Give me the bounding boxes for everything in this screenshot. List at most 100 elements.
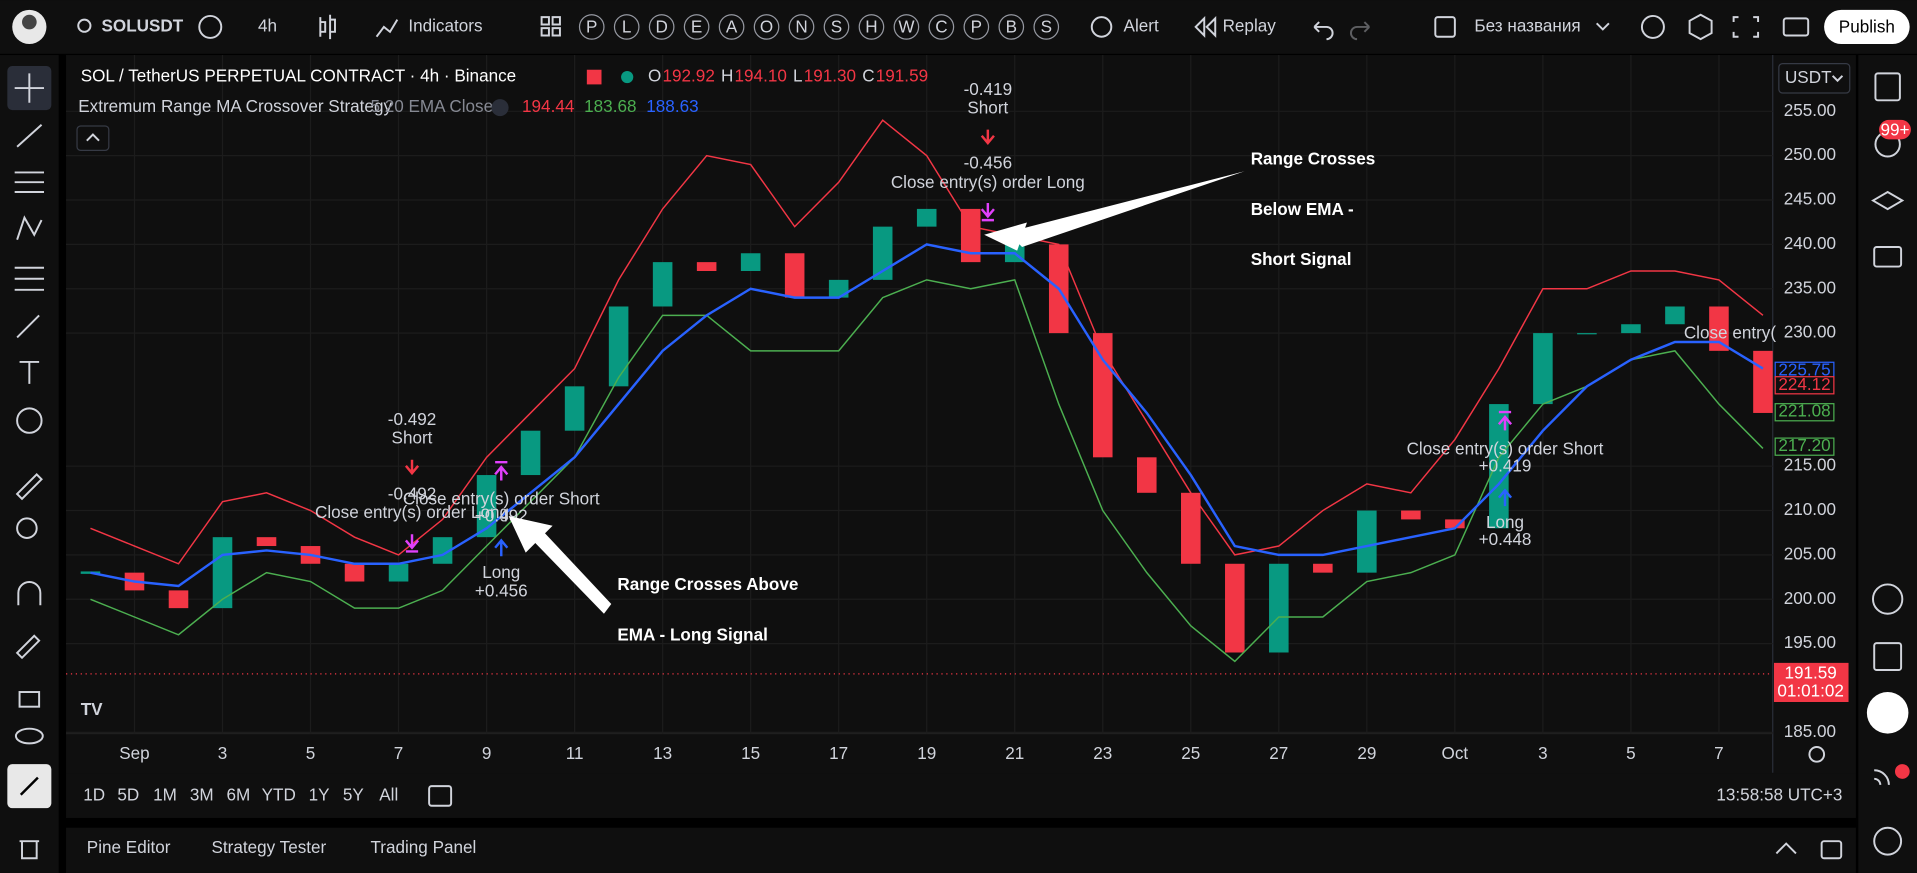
favorite-letter[interactable]: D <box>655 18 667 37</box>
indicator-name: Extremum Range MA Crossover Strategy <box>78 97 392 116</box>
publish-button[interactable] <box>1824 9 1910 45</box>
chats[interactable] <box>1873 246 1903 268</box>
icon-tool[interactable] <box>16 407 43 434</box>
panel-tab[interactable]: Pine Editor <box>87 838 171 857</box>
range-button[interactable]: 5Y <box>343 785 365 804</box>
favorite-letter[interactable]: B <box>1006 18 1017 37</box>
range-button[interactable]: YTD <box>262 785 296 804</box>
y-tick-label: 235.00 <box>1784 278 1836 297</box>
favorite-button[interactable] <box>998 14 1025 40</box>
magnet-tool[interactable] <box>17 581 42 606</box>
fib-tool[interactable] <box>14 171 45 193</box>
alert[interactable]: Alert <box>1124 16 1159 35</box>
strategy-label: Close entry( <box>1684 323 1777 342</box>
favorite-button[interactable] <box>578 14 605 40</box>
publish[interactable]: Publish <box>1839 18 1895 37</box>
redo[interactable] <box>1349 21 1370 41</box>
currency[interactable]: USDT <box>1785 68 1832 87</box>
products[interactable] <box>1866 692 1909 734</box>
delete-tool[interactable] <box>19 840 40 860</box>
streams[interactable] <box>1874 769 1890 786</box>
strategy-label: -0.456 <box>964 153 1013 172</box>
symbol-title: SOL / TetherUS PERPETUAL CONTRACT · 4h ·… <box>81 67 517 86</box>
interval[interactable]: 4h <box>258 16 277 35</box>
symbol[interactable]: SOLUSDT <box>101 16 183 35</box>
favorite-button[interactable] <box>718 14 745 40</box>
y-tick-label: 230.00 <box>1784 323 1836 342</box>
lock-tool[interactable] <box>18 691 41 708</box>
favorite-button[interactable] <box>753 14 780 40</box>
favorite-letter[interactable]: O <box>760 18 773 37</box>
favorite-button[interactable] <box>648 14 675 40</box>
range-button[interactable]: All <box>379 785 398 804</box>
indicators[interactable]: Indicators <box>408 16 482 35</box>
favorite-letter[interactable]: A <box>726 18 738 37</box>
scale-settings[interactable] <box>1808 746 1826 763</box>
range-button[interactable]: 1Y <box>309 785 331 804</box>
favorite-letter[interactable]: S <box>831 18 842 37</box>
panel-tab[interactable]: Strategy Tester <box>212 838 327 857</box>
indicator-icon[interactable] <box>491 99 509 117</box>
favorite-letter[interactable]: S <box>1041 18 1052 37</box>
maximize[interactable] <box>1775 842 1797 855</box>
fullscreen[interactable] <box>1732 16 1760 38</box>
text-tool[interactable] <box>19 360 40 384</box>
zoom-tool[interactable] <box>16 517 38 539</box>
favorite-letter[interactable]: C <box>935 18 947 37</box>
favorite-button[interactable] <box>928 14 955 40</box>
favorite-letter[interactable]: N <box>795 18 807 37</box>
layout-name[interactable]: Без названия <box>1474 16 1580 35</box>
calendar[interactable] <box>1873 642 1903 671</box>
favorite-button[interactable] <box>963 14 990 40</box>
range-button[interactable]: 1D <box>83 785 105 804</box>
chart-type-icon[interactable] <box>319 14 336 40</box>
logo[interactable]: TV <box>81 700 103 719</box>
add-symbol[interactable] <box>198 14 223 39</box>
range-button[interactable]: 5D <box>117 785 139 804</box>
flag[interactable] <box>586 69 602 85</box>
range-button[interactable]: 1M <box>153 785 177 804</box>
help[interactable] <box>1873 826 1903 856</box>
ideas[interactable] <box>1872 583 1904 615</box>
favorite-button[interactable] <box>823 14 850 40</box>
currency-select[interactable] <box>1778 63 1851 94</box>
favorite-button[interactable] <box>788 14 815 40</box>
drawing-mode[interactable] <box>15 634 41 660</box>
range-button[interactable]: 3M <box>190 785 214 804</box>
forecast-tool[interactable] <box>14 266 45 291</box>
favorite-letter[interactable]: P <box>971 18 982 37</box>
favorite-letter[interactable]: L <box>622 18 632 37</box>
templates-icon[interactable] <box>540 16 561 37</box>
quick-search[interactable] <box>1640 14 1665 39</box>
candle-body <box>212 537 233 609</box>
undo[interactable] <box>1313 21 1334 41</box>
range-button[interactable]: 6M <box>227 785 251 804</box>
trendline-tool[interactable] <box>16 124 43 148</box>
favorite-button[interactable] <box>1033 14 1060 40</box>
settings[interactable] <box>1688 13 1713 41</box>
favorite-button[interactable] <box>683 14 710 40</box>
favorite-button[interactable] <box>858 14 885 40</box>
strategy-label: Long <box>1486 513 1524 532</box>
pattern-tool[interactable] <box>16 215 43 240</box>
favorite-letter[interactable]: H <box>865 18 877 37</box>
x-tick-label: 17 <box>829 744 848 763</box>
goto-date[interactable] <box>428 785 453 807</box>
replay[interactable]: Replay <box>1223 16 1277 35</box>
watchlist[interactable] <box>1874 72 1901 102</box>
favorite-letter[interactable]: E <box>691 18 702 37</box>
collapse-legend[interactable] <box>76 125 110 152</box>
favorite-button[interactable] <box>893 14 920 40</box>
ruler-tool[interactable] <box>15 473 43 501</box>
favorite-letter[interactable]: W <box>898 18 915 37</box>
panel-tab[interactable]: Trading Panel <box>370 838 476 857</box>
panel-toggle[interactable] <box>1820 840 1843 860</box>
layout-caret[interactable] <box>1595 22 1610 31</box>
favorite-button[interactable] <box>613 14 640 40</box>
brush-tool[interactable] <box>16 314 40 339</box>
favorite-letter[interactable]: P <box>586 18 597 37</box>
hide-tool[interactable] <box>14 727 44 745</box>
screenshot[interactable] <box>1782 17 1810 37</box>
data-window[interactable] <box>1871 190 1905 211</box>
